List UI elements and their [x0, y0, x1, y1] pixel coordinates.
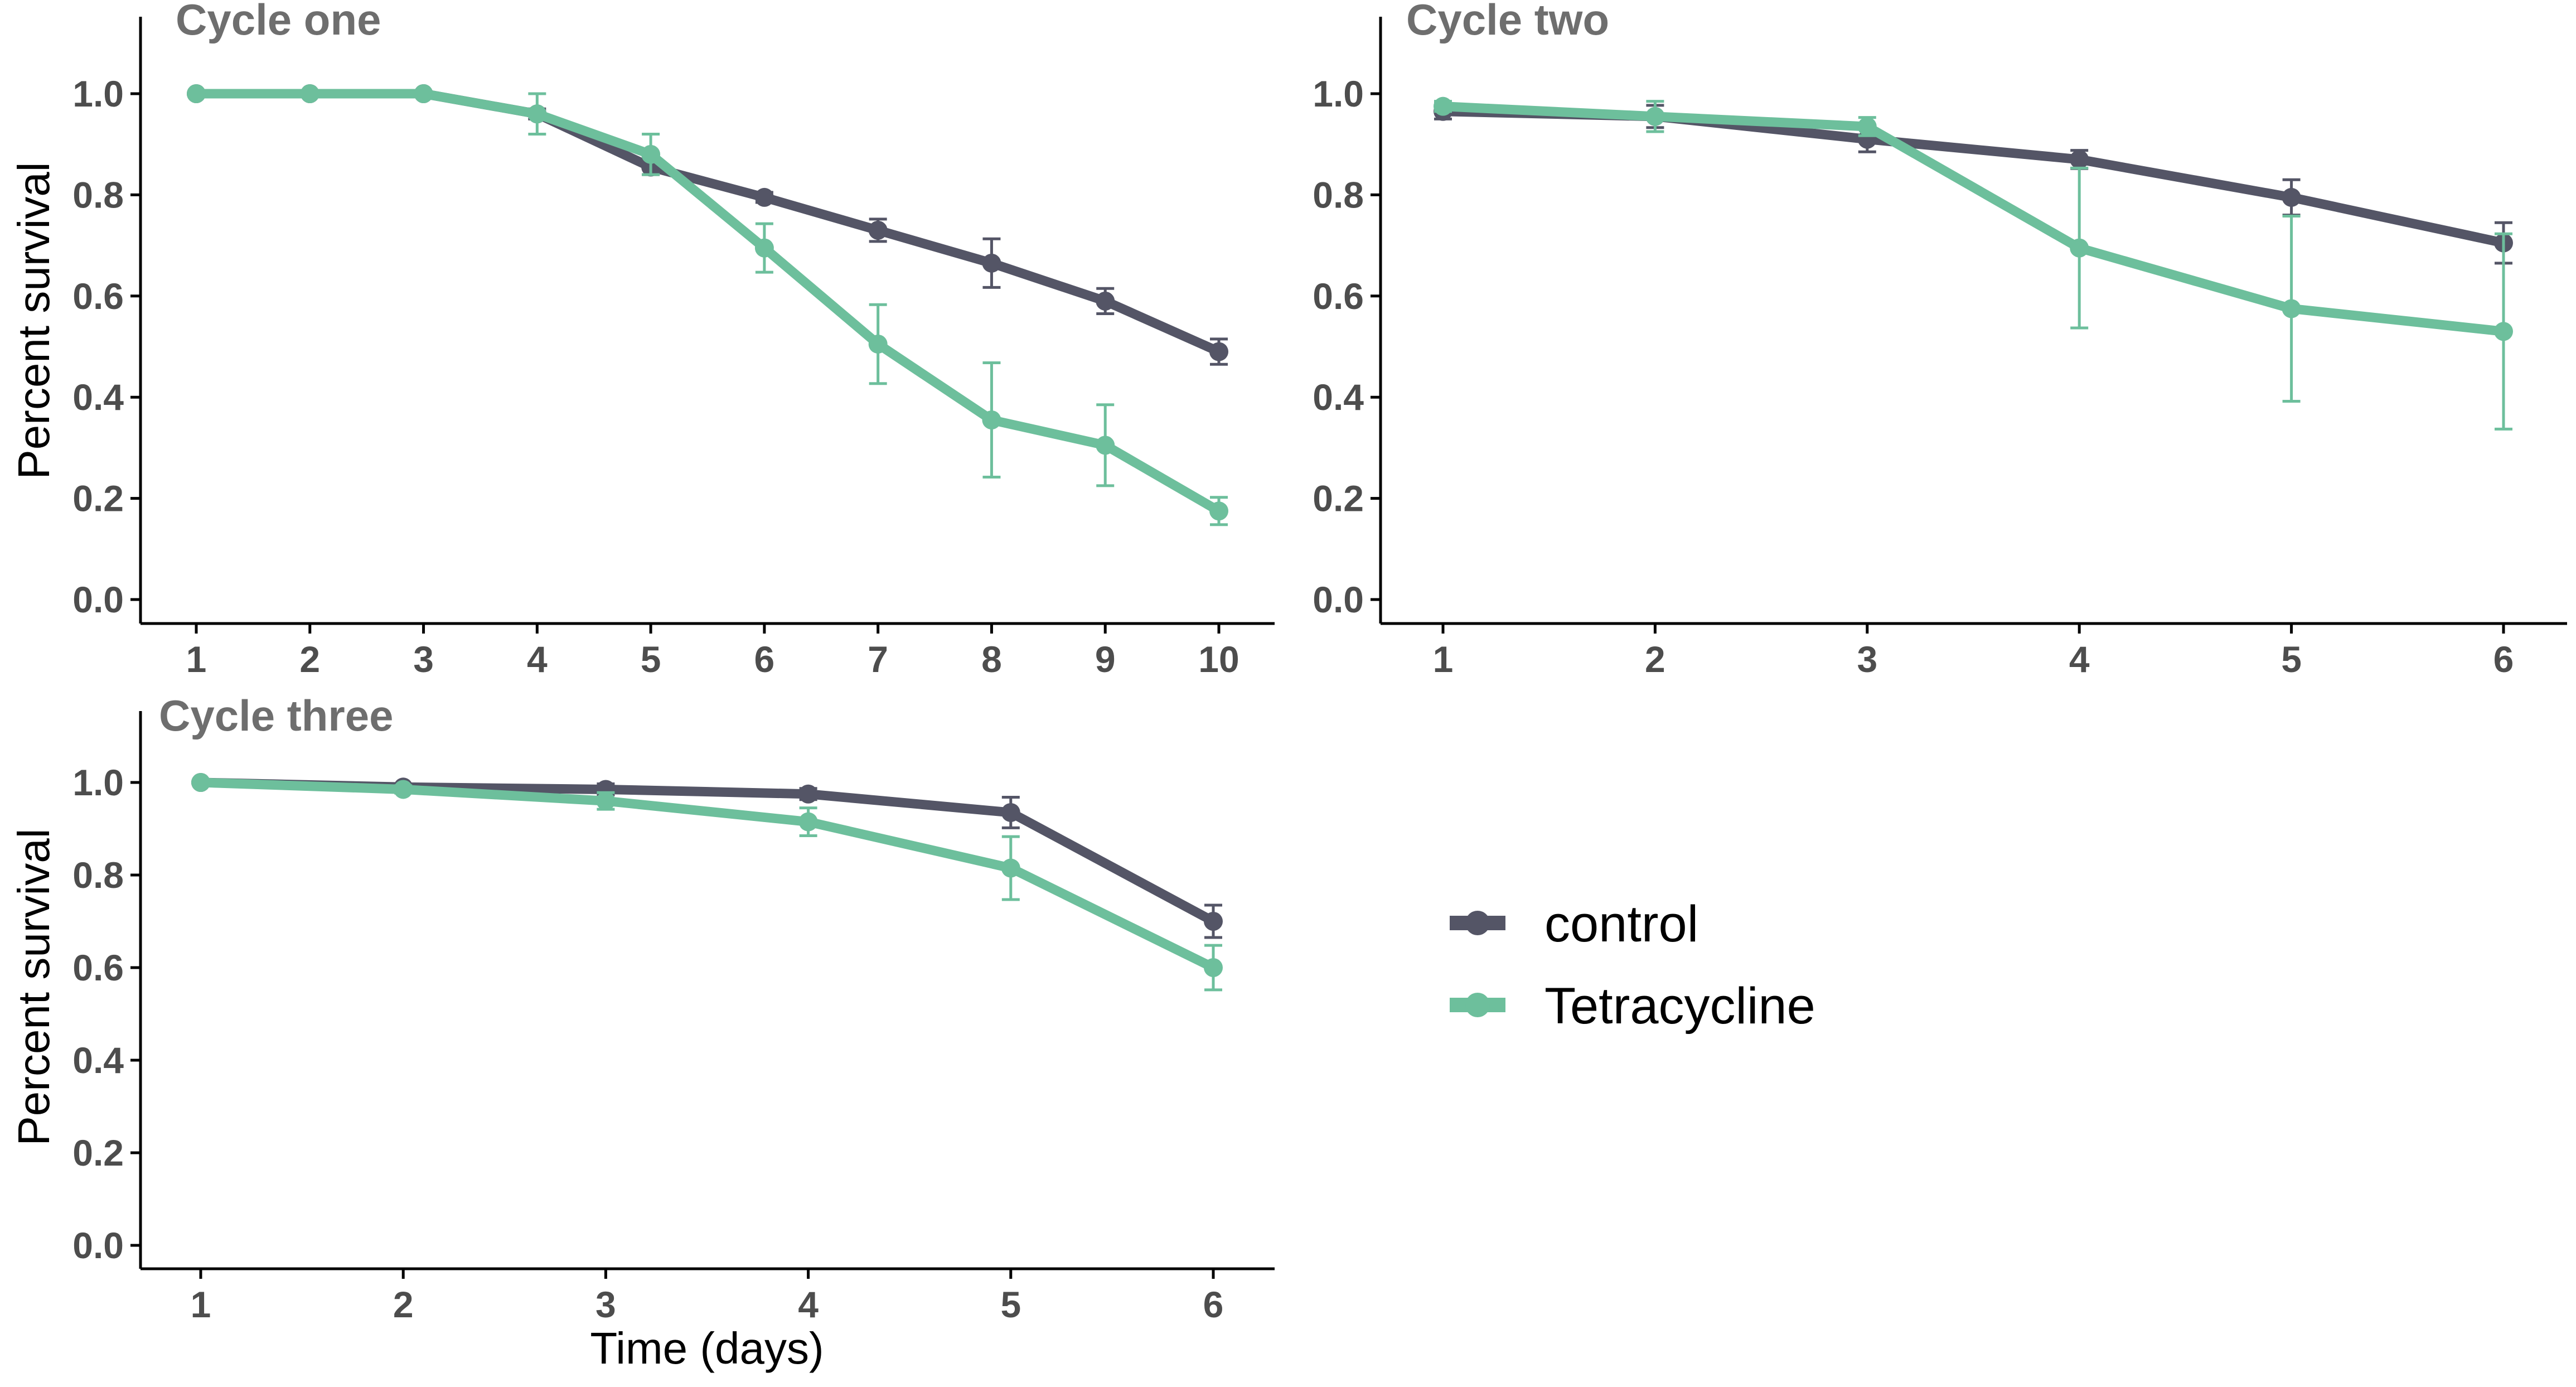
data-point — [1204, 912, 1223, 931]
y-tick-label: 0.8 — [1313, 174, 1364, 215]
panel-3: Cycle three 0.0 0.2 0.4 0.6 0.8 1.0 1 2 3 4 5 6 — [72, 691, 1275, 1325]
data-point — [1209, 501, 1228, 521]
data-point — [187, 84, 206, 103]
data-point — [868, 220, 888, 240]
data-point — [641, 144, 661, 164]
x-axis-title: Time (days) — [590, 1323, 824, 1373]
data-point — [2070, 238, 2089, 258]
data-point — [1001, 858, 1020, 878]
y-tick-label: 0.0 — [72, 1225, 124, 1266]
data-point — [1001, 803, 1020, 822]
data-point — [191, 773, 210, 792]
x-tick-label: 1 — [1433, 639, 1454, 680]
y-tick-label: 1.0 — [72, 762, 124, 803]
x-tick-label: 5 — [1000, 1284, 1021, 1325]
y-tick-label: 0.6 — [72, 276, 124, 317]
x-tick-label: 5 — [2281, 639, 2302, 680]
series-tetracycline — [1434, 96, 2513, 431]
legend: control Tetracycline — [1450, 896, 1815, 1035]
y-axis-title-bottom: Percent survival — [9, 828, 59, 1146]
y-tick-label: 0.8 — [72, 174, 124, 215]
series-tetracycline — [191, 773, 1223, 992]
data-point — [394, 780, 413, 799]
legend-label-tetracycline: Tetracycline — [1544, 978, 1815, 1035]
data-point — [798, 812, 818, 832]
data-point — [527, 104, 547, 124]
panel-title: Cycle two — [1406, 0, 1609, 44]
data-point — [1096, 291, 1115, 311]
x-tick-label: 7 — [868, 639, 888, 680]
panel-2: Cycle two 0.0 0.2 0.4 0.6 0.8 1.0 1 2 3 4 5 6 — [1313, 0, 2567, 680]
data-point — [1209, 342, 1228, 361]
data-point — [982, 253, 1001, 273]
y-tick-label: 0.4 — [72, 1040, 124, 1081]
data-point — [2494, 322, 2513, 341]
data-point — [2070, 149, 2089, 169]
x-tick-label: 5 — [641, 639, 661, 680]
x-tick-label: 2 — [393, 1284, 414, 1325]
x-tick-label: 3 — [413, 639, 434, 680]
legend-label-control: control — [1544, 896, 1698, 953]
y-tick-label: 0.2 — [72, 1132, 124, 1173]
y-tick-label: 0.2 — [72, 478, 124, 519]
y-tick-label: 0.4 — [72, 376, 124, 418]
x-tick-label: 3 — [1857, 639, 1877, 680]
panel-title: Cycle one — [176, 0, 381, 44]
x-tick-label: 10 — [1198, 639, 1239, 680]
series-line — [196, 777, 1218, 973]
x-tick-label: 2 — [1645, 639, 1665, 680]
y-tick-label: 0.4 — [1313, 376, 1364, 418]
y-tick-label: 0.8 — [72, 854, 124, 896]
y-tick-label: 1.0 — [72, 73, 124, 114]
data-point — [2282, 187, 2301, 207]
data-point — [300, 84, 319, 103]
series-tetracycline — [187, 84, 1228, 526]
x-tick-label: 2 — [299, 639, 320, 680]
x-tick-label: 9 — [1095, 639, 1116, 680]
x-tick-label: 3 — [595, 1284, 616, 1325]
data-point — [982, 410, 1001, 430]
legend-key-control-marker — [1465, 911, 1490, 935]
data-point — [754, 187, 774, 207]
data-point — [1434, 96, 1452, 116]
panel-1: Cycle one 0.0 0.2 0.4 0.6 0.8 1.0 1 2 3 4 5 6 7 8 9 10 — [72, 0, 1275, 680]
x-tick-label: 4 — [527, 639, 548, 680]
data-point — [1204, 958, 1223, 977]
y-tick-label: 0.0 — [72, 579, 124, 620]
data-point — [596, 791, 616, 811]
series-line — [1438, 102, 2509, 336]
x-tick-label: 6 — [754, 639, 775, 680]
y-tick-label: 0.6 — [72, 947, 124, 988]
y-tick-label: 0.2 — [1313, 478, 1364, 519]
data-point — [754, 238, 774, 258]
data-point — [414, 84, 433, 103]
y-tick-label: 0.6 — [1313, 276, 1364, 317]
x-tick-label: 4 — [2069, 639, 2090, 680]
x-tick-label: 1 — [186, 639, 207, 680]
data-point — [1096, 436, 1115, 455]
legend-key-tetracycline-marker — [1465, 993, 1490, 1017]
data-point — [1645, 107, 1665, 126]
y-tick-label: 1.0 — [1313, 73, 1364, 114]
data-point — [1857, 117, 1877, 136]
x-tick-label: 4 — [798, 1284, 819, 1325]
x-tick-label: 6 — [1203, 1284, 1224, 1325]
data-point — [2282, 299, 2301, 318]
y-axis-title-top: Percent survival — [9, 162, 59, 479]
series-line — [191, 89, 1224, 516]
data-point — [868, 334, 888, 354]
x-tick-label: 8 — [981, 639, 1002, 680]
panel-title: Cycle three — [159, 691, 394, 740]
data-point — [798, 784, 818, 804]
x-tick-label: 1 — [191, 1284, 211, 1325]
y-tick-label: 0.0 — [1313, 579, 1364, 620]
x-tick-label: 6 — [2493, 639, 2514, 680]
